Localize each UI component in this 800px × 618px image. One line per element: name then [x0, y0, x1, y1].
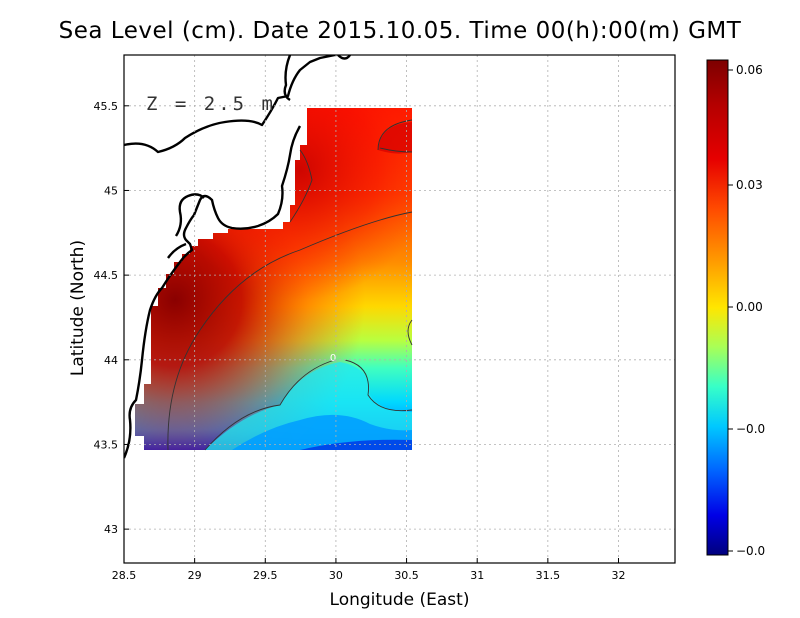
- contour-line-zero: [204, 359, 336, 451]
- colorbar-tick-label: −0.0: [736, 544, 765, 558]
- y-tick-label: 45: [104, 184, 118, 197]
- x-axis-title: Longitude (East): [329, 590, 470, 610]
- x-tick-label: 31.5: [536, 569, 561, 582]
- x-tick-label: 30.5: [394, 569, 419, 582]
- coastline-inland: [174, 193, 205, 237]
- coastline-ne: [337, 55, 351, 60]
- x-tick-label: 32: [611, 569, 625, 582]
- sea-level-field: [135, 108, 412, 450]
- x-tick-label: 29: [188, 569, 202, 582]
- x-tick-label: 29.5: [253, 569, 278, 582]
- colorbar: [706, 59, 729, 556]
- coastline-lagoon: [167, 242, 187, 259]
- x-tick-label: 31: [470, 569, 484, 582]
- coastline-river: [283, 55, 292, 102]
- y-axis-title: Latitude (North): [68, 239, 88, 377]
- colorbar-ticks: 0.06 0.03 0.00 −0.0 −0.0: [728, 63, 765, 558]
- colorbar-tick-label: 0.03: [736, 178, 763, 192]
- map-title: Sea Level (cm). Date 2015.10.05. Time 00…: [58, 18, 742, 44]
- x-ticks: 28.5 29 29.5 30 30.5 31 31.5 32: [112, 558, 625, 582]
- x-tick-label: 28.5: [112, 569, 137, 582]
- y-tick-label: 44.5: [94, 269, 119, 282]
- contour-line: [379, 147, 413, 153]
- contour-line: [167, 211, 413, 451]
- y-tick-label: 44: [104, 354, 118, 367]
- coastline-north: [124, 55, 336, 154]
- coastline-west: [124, 125, 302, 459]
- y-tick-label: 43.5: [94, 438, 119, 451]
- colorbar-tick-label: 0.00: [736, 300, 763, 314]
- contour-line-zero: [344, 359, 413, 412]
- grid: [124, 55, 675, 563]
- plot-frame: [123, 54, 676, 564]
- y-tick-label: 43: [104, 523, 118, 536]
- coastline: [124, 55, 351, 459]
- colorbar-tick-label: 0.06: [736, 63, 763, 77]
- y-tick-label: 45.5: [94, 100, 119, 113]
- y-ticks: 43 43.5 44 44.5 45 45.5: [94, 100, 129, 536]
- contour-line: [289, 149, 313, 223]
- x-tick-label: 30: [329, 569, 343, 582]
- contour-label: 0: [330, 353, 336, 364]
- colorbar-tick-label: −0.0: [736, 422, 765, 436]
- depth-annotation: Z = 2.5 m: [146, 93, 276, 115]
- contour-line: [407, 319, 413, 346]
